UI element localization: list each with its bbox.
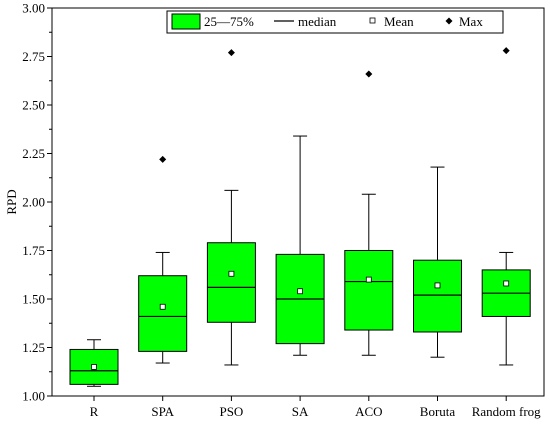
legend-max-label: Max <box>459 14 483 29</box>
mean-marker <box>159 303 166 310</box>
mean-marker <box>365 276 372 283</box>
x-tick-label: ACO <box>355 404 382 419</box>
y-tick-label: 2.25 <box>22 146 45 161</box>
mean-marker <box>228 270 235 277</box>
y-tick-label: 2.00 <box>22 195 45 210</box>
y-axis-label: RPD <box>4 189 19 214</box>
box-group <box>138 155 188 364</box>
legend: 25—75% median Mean Max <box>166 10 504 34</box>
legend-box-swatch <box>171 13 201 30</box>
x-tick-label: PSO <box>219 404 243 419</box>
legend-box-label: 25—75% <box>204 14 254 29</box>
legend-median-label: median <box>298 14 337 29</box>
mean-marker <box>434 282 441 289</box>
box-group <box>481 47 531 366</box>
y-tick-label: 1.25 <box>22 340 45 355</box>
box-group <box>344 70 394 356</box>
y-tick-label: 1.00 <box>22 389 45 404</box>
box-group <box>206 49 256 366</box>
x-tick-label: R <box>90 404 99 419</box>
y-tick-label: 3.00 <box>22 1 45 16</box>
y-axis-ticks: 1.00 1.25 1.50 1.75 2.00 2.25 2.50 2.75 3.00 <box>22 1 52 404</box>
legend-max-marker <box>445 17 453 25</box>
box-group <box>275 135 325 356</box>
x-axis-ticks: R SPA PSO SA ACO Boruta Random frog <box>90 396 541 419</box>
legend-mean-label: Mean <box>384 14 414 29</box>
x-tick-label: SPA <box>151 404 174 419</box>
x-tick-label: Random frog <box>472 404 541 419</box>
legend-mean-marker <box>369 17 376 24</box>
max-marker <box>502 47 510 55</box>
mean-marker <box>297 288 304 295</box>
box-series <box>69 47 531 387</box>
y-tick-label: 1.75 <box>22 243 45 258</box>
box-group <box>413 166 462 358</box>
iqr-box <box>344 250 394 331</box>
x-tick-label: SA <box>292 404 309 419</box>
y-tick-label: 1.50 <box>22 292 45 307</box>
mean-marker <box>503 280 510 287</box>
y-tick-label: 2.75 <box>22 49 45 64</box>
legend-frame <box>166 10 504 34</box>
max-marker <box>227 49 235 57</box>
iqr-box <box>206 242 256 323</box>
box-group <box>69 339 119 387</box>
max-marker <box>365 70 373 78</box>
max-marker <box>159 155 167 163</box>
mean-marker <box>91 363 97 370</box>
iqr-box <box>413 259 462 333</box>
y-tick-label: 2.50 <box>22 98 45 113</box>
iqr-box <box>138 275 188 352</box>
x-tick-label: Boruta <box>420 404 456 419</box>
